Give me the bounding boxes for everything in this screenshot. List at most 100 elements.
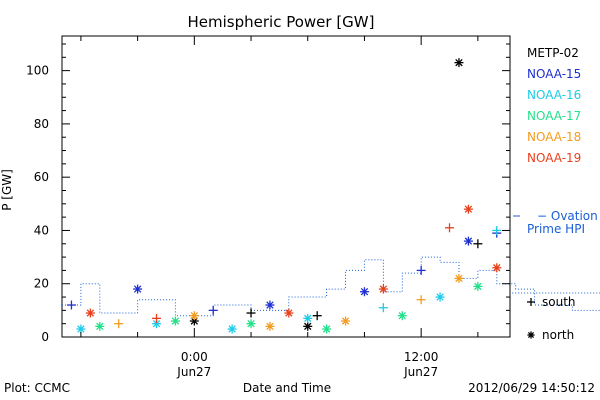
marker-legend-label: south	[542, 295, 576, 309]
axes: 0204060801000:00Jun2712:00Jun270:00Jun28…	[26, 36, 510, 379]
y-axis-label: P [GW]	[0, 169, 14, 211]
data-points	[66, 58, 502, 334]
marker-stroke	[190, 317, 199, 325]
legend: METP-02 NOAA-15 NOAA-16 NOAA-17 NOAA-18 NOAA-…	[513, 46, 598, 342]
north-point	[435, 292, 445, 302]
marker-stroke	[152, 319, 161, 328]
north-point	[170, 316, 180, 326]
marker-stroke	[285, 309, 293, 317]
south-point	[114, 319, 124, 329]
series-metp-02	[189, 58, 483, 331]
x-tick-label-date: Jun27	[176, 365, 211, 379]
south-point	[312, 311, 322, 321]
north-point	[463, 236, 473, 246]
y-tick-label: 0	[41, 330, 49, 344]
marker-stroke	[247, 319, 255, 328]
legend-noaa-18: NOAA-18	[527, 130, 581, 144]
north-point	[265, 321, 275, 331]
series-noaa-15	[66, 228, 502, 315]
north-point	[322, 324, 332, 334]
north-point	[303, 321, 313, 331]
ovation-prime-hpi-line	[62, 256, 600, 317]
marker-stroke	[133, 285, 142, 293]
marker-stroke	[455, 58, 463, 67]
marker-stroke	[474, 282, 482, 291]
marker-stroke	[304, 322, 312, 331]
series-noaa-19	[85, 204, 502, 323]
south-point	[473, 239, 483, 249]
north-point	[454, 58, 464, 68]
x-tick-label-time: 0:00	[181, 350, 208, 364]
south-point	[416, 295, 426, 305]
marker-stroke	[266, 322, 274, 331]
series-noaa-16	[76, 225, 502, 334]
marker-stroke	[322, 325, 331, 333]
x-tick-label-date: Jun27	[403, 365, 438, 379]
north-point	[397, 311, 407, 321]
north-point	[378, 284, 388, 294]
north-point	[85, 308, 95, 318]
north-point	[454, 273, 464, 283]
north-point	[303, 313, 313, 323]
marker-stroke	[171, 317, 180, 325]
y-tick-label: 40	[34, 223, 49, 237]
north-point	[227, 324, 237, 334]
chart-title: Hemispheric Power [GW]	[188, 13, 375, 31]
north-point	[284, 308, 294, 318]
north-point	[341, 316, 351, 326]
marker-stroke	[341, 317, 350, 325]
legend-metp-02: METP-02	[527, 46, 579, 60]
north-point	[473, 281, 483, 291]
x-tick-label-time: 12:00	[404, 350, 439, 364]
plot-border	[61, 35, 511, 338]
marker-legend-label: north	[542, 328, 574, 342]
plot-source-label: Plot: CCMC	[4, 381, 70, 395]
marker-stroke	[304, 314, 312, 323]
legend-noaa-19: NOAA-19	[527, 151, 581, 165]
series-noaa-18	[114, 273, 464, 331]
y-tick-label: 60	[34, 170, 49, 184]
marker-stroke	[77, 325, 85, 333]
y-tick-label: 80	[34, 117, 49, 131]
y-tick-label: 100	[26, 64, 49, 78]
north-point	[133, 284, 143, 294]
legend-noaa-16: NOAA-16	[527, 88, 581, 102]
marker-legend-south: south	[527, 295, 576, 309]
plot-area	[61, 35, 511, 338]
marker-stroke	[190, 311, 199, 320]
series-noaa-17	[95, 281, 483, 334]
marker-stroke	[493, 264, 501, 272]
north-point	[463, 204, 473, 214]
legend-noaa-15: NOAA-15	[527, 67, 581, 81]
south-point	[246, 308, 256, 318]
north-point	[189, 311, 199, 321]
south-point	[66, 300, 76, 310]
north-point	[95, 321, 105, 331]
south-point	[445, 223, 455, 233]
ovation-step-line	[62, 256, 600, 317]
marker-stroke	[398, 311, 406, 320]
marker-stroke	[266, 301, 274, 309]
marker-stroke	[86, 309, 95, 317]
marker-legend-north: north	[527, 328, 574, 342]
marker-stroke	[527, 331, 535, 339]
marker-stroke	[455, 274, 463, 283]
marker-stroke	[360, 288, 369, 296]
south-point	[208, 305, 218, 315]
south-point	[378, 303, 388, 313]
marker-stroke	[436, 293, 444, 301]
south-point	[416, 265, 426, 275]
south-point	[492, 225, 502, 235]
north-point	[76, 324, 86, 334]
north-point	[265, 300, 275, 310]
marker-stroke	[464, 237, 473, 245]
south-point	[152, 313, 162, 323]
ovation-legend-label-2: Prime HPI	[527, 222, 585, 236]
marker-stroke	[464, 205, 473, 213]
north-point	[359, 287, 369, 297]
y-tick-label: 20	[34, 277, 49, 291]
marker-stroke	[228, 325, 236, 333]
plot-timestamp: 2012/06/29 14:50:12	[468, 381, 595, 395]
marker-stroke	[96, 322, 104, 331]
